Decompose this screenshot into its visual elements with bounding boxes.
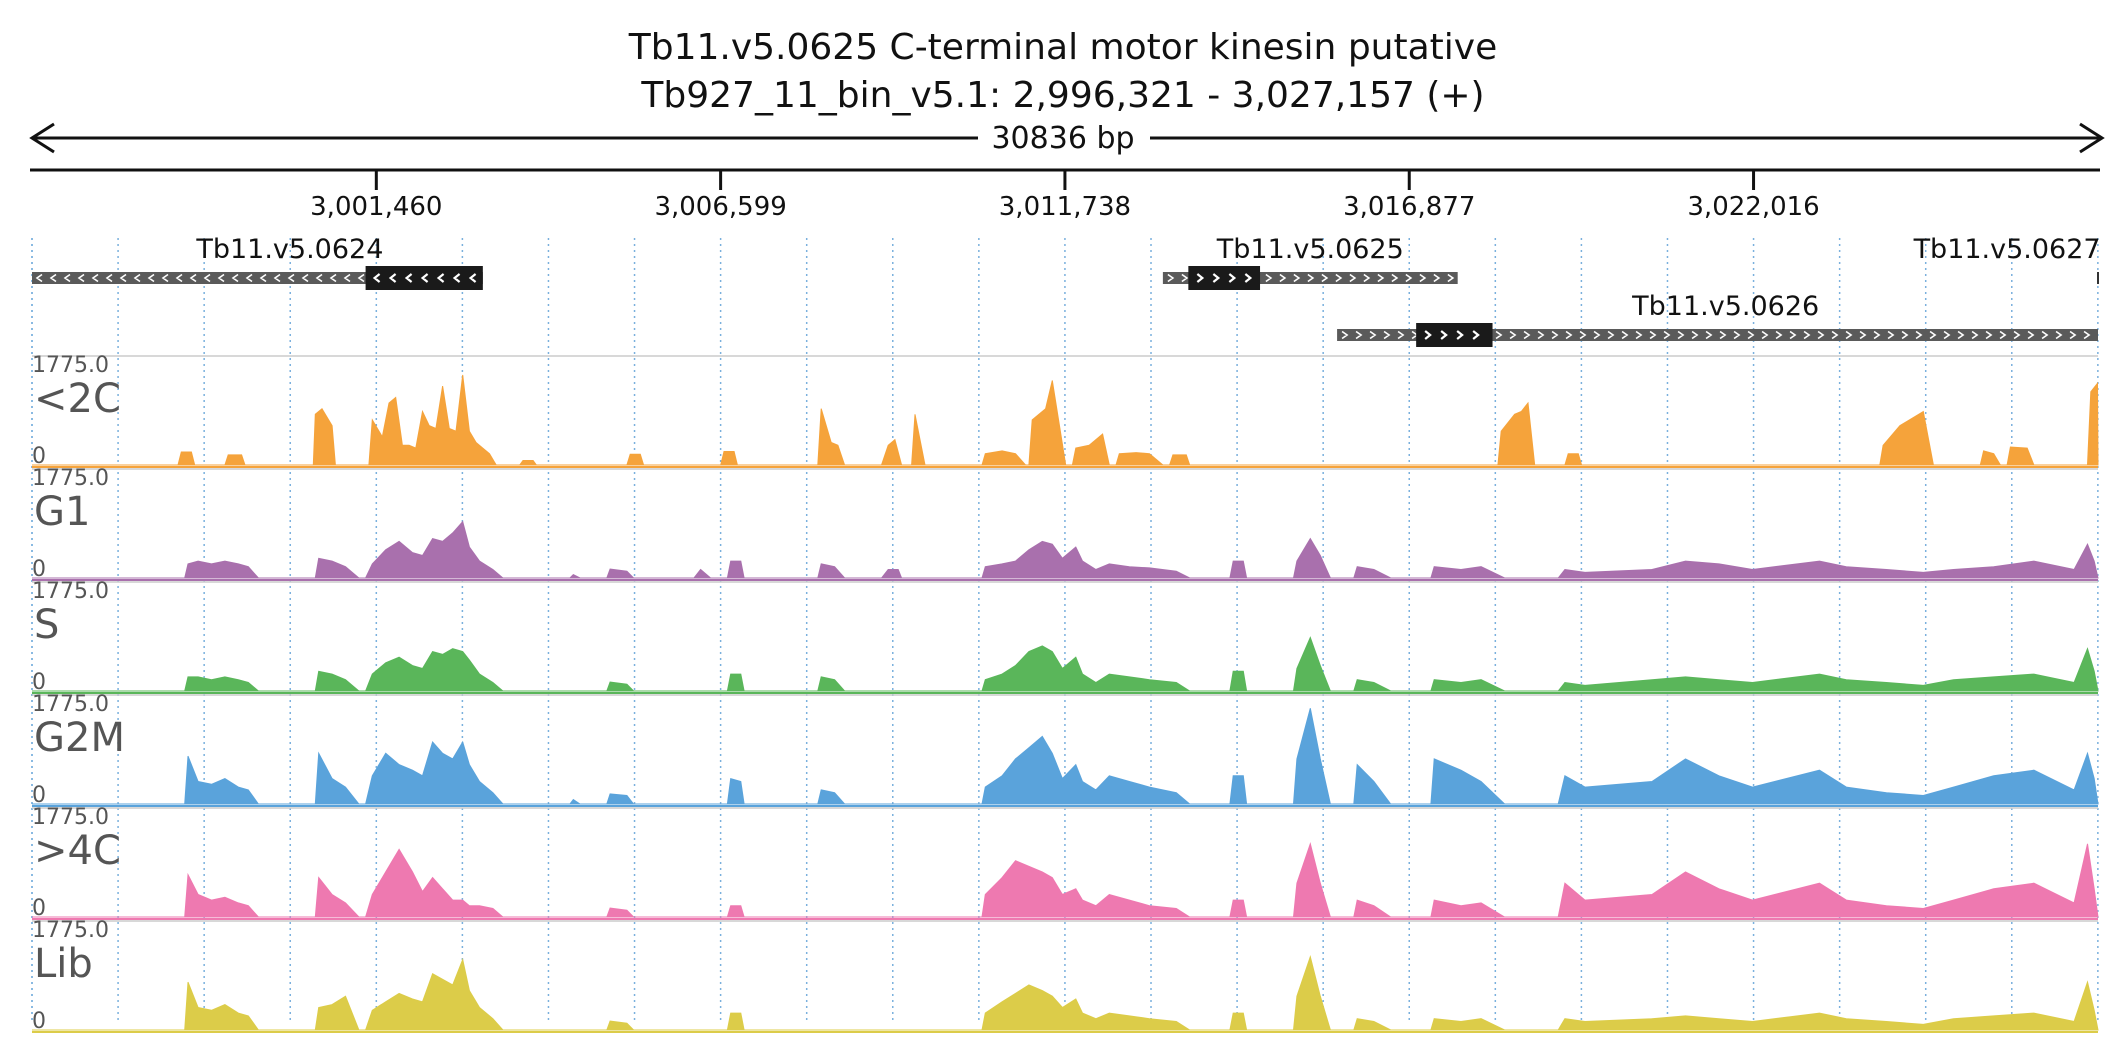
track-name: <2C xyxy=(34,376,121,422)
track-name: S xyxy=(34,602,59,648)
coverage-area xyxy=(32,520,2099,579)
chart-subtitle: Tb927_11_bin_v5.1: 2,996,321 - 3,027,157… xyxy=(640,75,1484,116)
track-ymax-label: 1775.0 xyxy=(32,805,109,830)
coordinate-ruler: 3,001,460 3,006,599 3,011,738 3,016,877 3,02… xyxy=(30,168,2100,222)
span-arrow-left-icon xyxy=(29,122,55,154)
x-tick-label: 3,022,016 xyxy=(1687,192,1819,222)
gene-Tb11.v5.0625[interactable]: Tb11.v5.0625 xyxy=(1162,234,1458,290)
gridlines xyxy=(31,238,2099,1022)
track-G2M: 1775.0 0 G2M xyxy=(32,692,2099,808)
track-ymin-label: 0 xyxy=(32,557,46,582)
region-length-label: 30836 bp xyxy=(991,121,1134,156)
title-group: Tb11.v5.0625 C-terminal motor kinesin pu… xyxy=(628,27,1497,116)
track-name: Lib xyxy=(34,941,93,987)
gene-label: Tb11.v5.0627 xyxy=(1913,234,2101,265)
span-arrow-right-icon xyxy=(2079,122,2105,154)
coverage-area xyxy=(32,842,2099,918)
track-ymin-label: 0 xyxy=(32,783,46,808)
gene-track: Tb11.v5.0624 Tb11.v5.0625 Tb11.v5.0627 Tb11… xyxy=(32,234,2101,347)
chart-title: Tb11.v5.0625 C-terminal motor kinesin pu… xyxy=(628,27,1497,68)
coverage-area xyxy=(32,708,2099,805)
track-ymax-label: 1775.0 xyxy=(32,918,109,943)
coverage-area xyxy=(32,636,2099,692)
track-ymax-label: 1775.0 xyxy=(32,692,109,717)
gene-label: Tb11.v5.0624 xyxy=(195,234,383,265)
gene-label: Tb11.v5.0626 xyxy=(1631,291,1819,322)
track-ymin-label: 0 xyxy=(32,670,46,695)
track->4C: 1775.0 0 >4C xyxy=(32,805,2099,921)
x-tick-label: 3,001,460 xyxy=(310,192,442,222)
gene-Tb11.v5.0624[interactable]: Tb11.v5.0624 xyxy=(32,234,483,290)
region-span: 30836 bp xyxy=(29,121,2105,156)
track-ymax-label: 1775.0 xyxy=(32,579,109,604)
track-Lib: 1775.0 0 Lib xyxy=(32,918,2099,1034)
cds-strand-arrows-icon xyxy=(1196,273,1253,283)
track-name: G2M xyxy=(34,715,125,761)
track-ymax-label: 1775.0 xyxy=(32,466,109,491)
track-ymin-label: 0 xyxy=(32,444,46,469)
track-G1: 1775.0 0 G1 xyxy=(32,466,2099,582)
gene-Tb11.v5.0626[interactable]: Tb11.v5.0626 xyxy=(1337,291,2098,347)
gene-utr xyxy=(1337,329,2098,341)
cds-strand-arrows-icon xyxy=(372,273,477,283)
gene-cds xyxy=(1188,266,1261,290)
coverage-tracks: 1775.00<2C1775.00G11775.00S1775.00G2M177… xyxy=(32,353,2099,1034)
coverage-area xyxy=(32,374,2099,466)
track-ymin-label: 0 xyxy=(32,896,46,921)
x-tick-label: 3,016,877 xyxy=(1343,192,1475,222)
track-ymin-label: 0 xyxy=(32,1009,46,1034)
track-name: G1 xyxy=(34,489,90,535)
gene-label: Tb11.v5.0625 xyxy=(1216,234,1404,265)
gene-cds xyxy=(1416,323,1493,347)
track-<2C: 1775.0 0 <2C xyxy=(32,353,2099,469)
cds-strand-arrows-icon xyxy=(1424,330,1480,340)
track-name: >4C xyxy=(34,828,121,874)
track-S: 1775.0 0 S xyxy=(32,579,2099,695)
x-tick-label: 3,006,599 xyxy=(654,192,786,222)
coverage-area xyxy=(32,955,2099,1031)
x-tick-label: 3,011,738 xyxy=(999,192,1131,222)
track-ymax-label: 1775.0 xyxy=(32,353,109,378)
gene-Tb11.v5.0627[interactable]: Tb11.v5.0627 xyxy=(1913,234,2101,284)
